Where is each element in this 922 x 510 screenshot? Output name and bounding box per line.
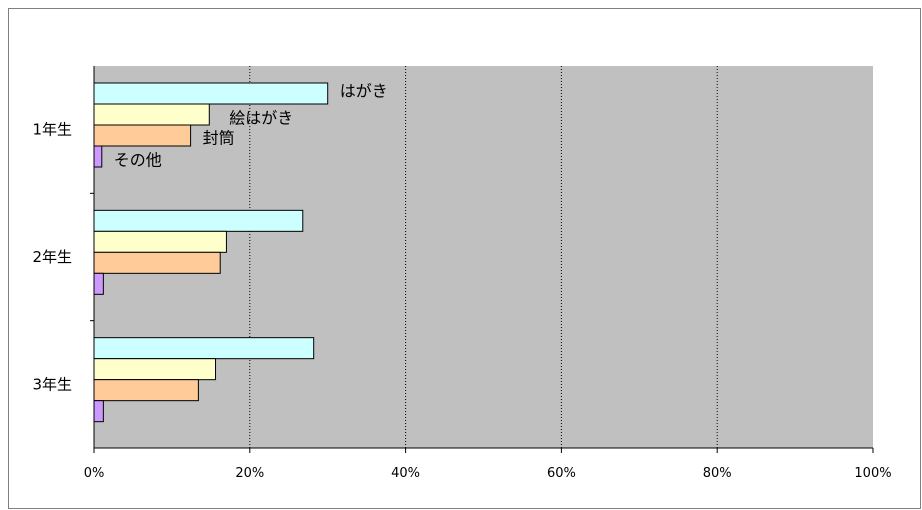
bar-3-4	[93, 400, 104, 423]
series-label: 絵はがき	[229, 109, 293, 128]
series-label: はがき	[340, 82, 388, 101]
x-tick-label: 60%	[547, 466, 576, 481]
x-tick-label: 20%	[235, 466, 264, 481]
x-tick-label: 80%	[703, 466, 732, 481]
bar-2-2	[93, 230, 227, 253]
bar-3-1	[93, 337, 315, 360]
x-tick-label: 0%	[84, 466, 105, 481]
category-label: 3年生	[32, 375, 72, 393]
bar-1-4	[93, 145, 103, 168]
category-label: 2年生	[32, 248, 72, 266]
x-tick-label: 100%	[854, 466, 891, 481]
bar-1-3	[93, 124, 192, 147]
series-label: 封筒	[203, 129, 235, 148]
bar-2-1	[93, 209, 304, 232]
category-label: 1年生	[32, 121, 72, 139]
bar-1-1	[93, 82, 329, 105]
bar-1-2	[93, 103, 210, 126]
x-tick-label: 40%	[391, 466, 420, 481]
series-label: その他	[114, 151, 162, 170]
bar-2-3	[93, 251, 221, 274]
bar-3-3	[93, 379, 199, 402]
bar-2-4	[93, 272, 104, 295]
plot-area	[94, 66, 873, 448]
bar-3-2	[93, 358, 217, 381]
